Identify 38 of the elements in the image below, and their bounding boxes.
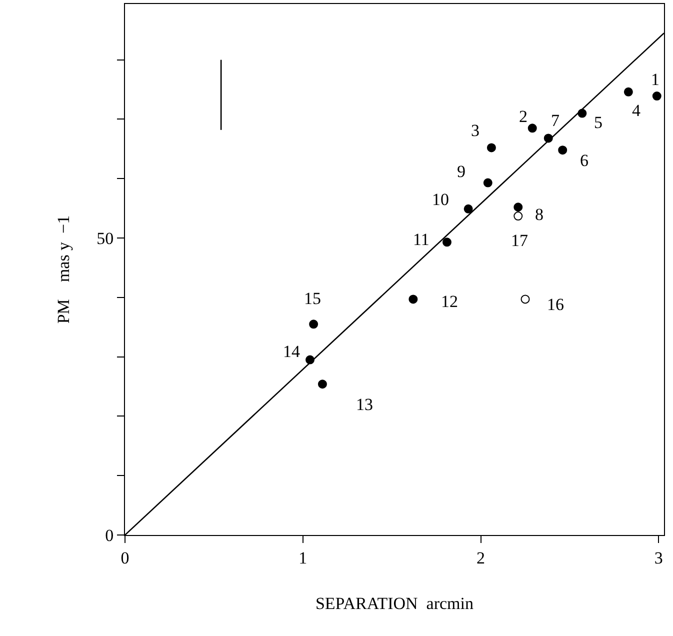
point xyxy=(309,320,318,329)
point xyxy=(483,178,492,188)
point xyxy=(318,380,327,389)
x-tick-label: 1 xyxy=(298,548,308,568)
annotation: 13 xyxy=(356,395,373,414)
point xyxy=(528,124,537,133)
annotation: 5 xyxy=(594,113,602,132)
annotation: 4 xyxy=(632,101,641,120)
point xyxy=(652,92,662,101)
point xyxy=(624,87,633,96)
annotation: 16 xyxy=(547,295,564,314)
annotation: 8 xyxy=(535,205,544,224)
annotation: 14 xyxy=(283,342,300,361)
annotation: 3 xyxy=(471,121,480,140)
annotation: 12 xyxy=(441,292,458,311)
x-tick-label: 3 xyxy=(654,548,663,568)
annotation: 1 xyxy=(651,70,660,89)
x-tick-label: 2 xyxy=(476,548,486,568)
point xyxy=(408,294,418,304)
annotation: 11 xyxy=(413,230,430,249)
point xyxy=(486,143,496,152)
annotation: 9 xyxy=(457,162,466,181)
y-axis-title: PM mas y −1 xyxy=(54,215,74,324)
point xyxy=(464,204,473,214)
point xyxy=(514,202,523,212)
annotation: 17 xyxy=(511,231,528,250)
point xyxy=(514,212,523,221)
annotation: 7 xyxy=(551,111,560,130)
point xyxy=(442,238,452,247)
annotation: 15 xyxy=(304,289,321,308)
x-axis-title: SEPARATION arcmin xyxy=(315,594,474,613)
annotation: 6 xyxy=(580,151,588,170)
point xyxy=(558,146,568,155)
annotation: 10 xyxy=(432,190,449,209)
annotation: 2 xyxy=(519,107,528,126)
x-tick-label: 0 xyxy=(120,548,130,568)
point xyxy=(520,294,530,304)
y-tick-label: 50 xyxy=(96,228,114,248)
